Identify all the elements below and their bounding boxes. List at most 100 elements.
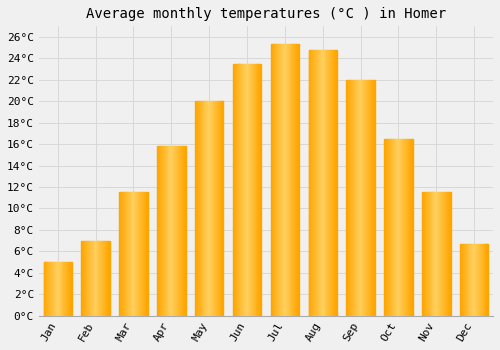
- Bar: [157, 146, 158, 316]
- Bar: [403, 139, 404, 316]
- Bar: [98, 241, 100, 316]
- Bar: [278, 44, 280, 316]
- Bar: [400, 139, 402, 316]
- Bar: [272, 44, 274, 316]
- Bar: [216, 101, 218, 316]
- Bar: [486, 244, 488, 316]
- Bar: [330, 50, 332, 316]
- Bar: [208, 101, 209, 316]
- Bar: [89, 241, 90, 316]
- Bar: [336, 50, 337, 316]
- Bar: [69, 262, 70, 316]
- Bar: [315, 50, 316, 316]
- Bar: [50, 262, 51, 316]
- Bar: [146, 193, 147, 316]
- Bar: [349, 80, 350, 316]
- Bar: [100, 241, 102, 316]
- Bar: [346, 80, 348, 316]
- Bar: [198, 101, 200, 316]
- Bar: [423, 193, 424, 316]
- Bar: [247, 64, 248, 316]
- Bar: [103, 241, 104, 316]
- Bar: [386, 139, 387, 316]
- Bar: [321, 50, 322, 316]
- Bar: [176, 146, 177, 316]
- Bar: [402, 139, 403, 316]
- Bar: [55, 262, 56, 316]
- Bar: [285, 44, 286, 316]
- Bar: [214, 101, 215, 316]
- Bar: [158, 146, 159, 316]
- Bar: [240, 64, 242, 316]
- Bar: [166, 146, 168, 316]
- Bar: [324, 50, 326, 316]
- Bar: [160, 146, 161, 316]
- Bar: [248, 64, 249, 316]
- Bar: [124, 193, 125, 316]
- Bar: [49, 262, 50, 316]
- Bar: [326, 50, 328, 316]
- Bar: [52, 262, 53, 316]
- Bar: [282, 44, 283, 316]
- Bar: [70, 262, 71, 316]
- Bar: [58, 262, 59, 316]
- Bar: [398, 139, 400, 316]
- Bar: [425, 193, 426, 316]
- Bar: [366, 80, 368, 316]
- Bar: [164, 146, 166, 316]
- Bar: [94, 241, 96, 316]
- Bar: [356, 80, 357, 316]
- Bar: [173, 146, 174, 316]
- Bar: [292, 44, 294, 316]
- Bar: [331, 50, 332, 316]
- Bar: [92, 241, 94, 316]
- Bar: [130, 193, 132, 316]
- Bar: [422, 193, 423, 316]
- Bar: [475, 244, 476, 316]
- Bar: [142, 193, 143, 316]
- Bar: [134, 193, 136, 316]
- Bar: [392, 139, 393, 316]
- Bar: [161, 146, 162, 316]
- Bar: [44, 262, 46, 316]
- Bar: [178, 146, 179, 316]
- Bar: [281, 44, 282, 316]
- Bar: [317, 50, 318, 316]
- Bar: [62, 262, 64, 316]
- Bar: [244, 64, 245, 316]
- Bar: [170, 146, 172, 316]
- Bar: [310, 50, 312, 316]
- Bar: [91, 241, 92, 316]
- Bar: [53, 262, 54, 316]
- Bar: [294, 44, 296, 316]
- Bar: [182, 146, 184, 316]
- Bar: [256, 64, 258, 316]
- Bar: [64, 262, 66, 316]
- Bar: [252, 64, 253, 316]
- Bar: [438, 193, 439, 316]
- Bar: [236, 64, 238, 316]
- Bar: [210, 101, 211, 316]
- Bar: [481, 244, 482, 316]
- Bar: [109, 241, 110, 316]
- Bar: [105, 241, 106, 316]
- Bar: [322, 50, 323, 316]
- Bar: [434, 193, 436, 316]
- Bar: [322, 50, 324, 316]
- Bar: [480, 244, 481, 316]
- Bar: [274, 44, 276, 316]
- Bar: [308, 50, 310, 316]
- Bar: [298, 44, 299, 316]
- Bar: [290, 44, 292, 316]
- Bar: [107, 241, 108, 316]
- Bar: [58, 262, 59, 316]
- Bar: [332, 50, 333, 316]
- Bar: [251, 64, 252, 316]
- Bar: [314, 50, 315, 316]
- Bar: [123, 193, 124, 316]
- Bar: [283, 44, 284, 316]
- Bar: [409, 139, 410, 316]
- Bar: [162, 146, 163, 316]
- Bar: [432, 193, 434, 316]
- Bar: [242, 64, 244, 316]
